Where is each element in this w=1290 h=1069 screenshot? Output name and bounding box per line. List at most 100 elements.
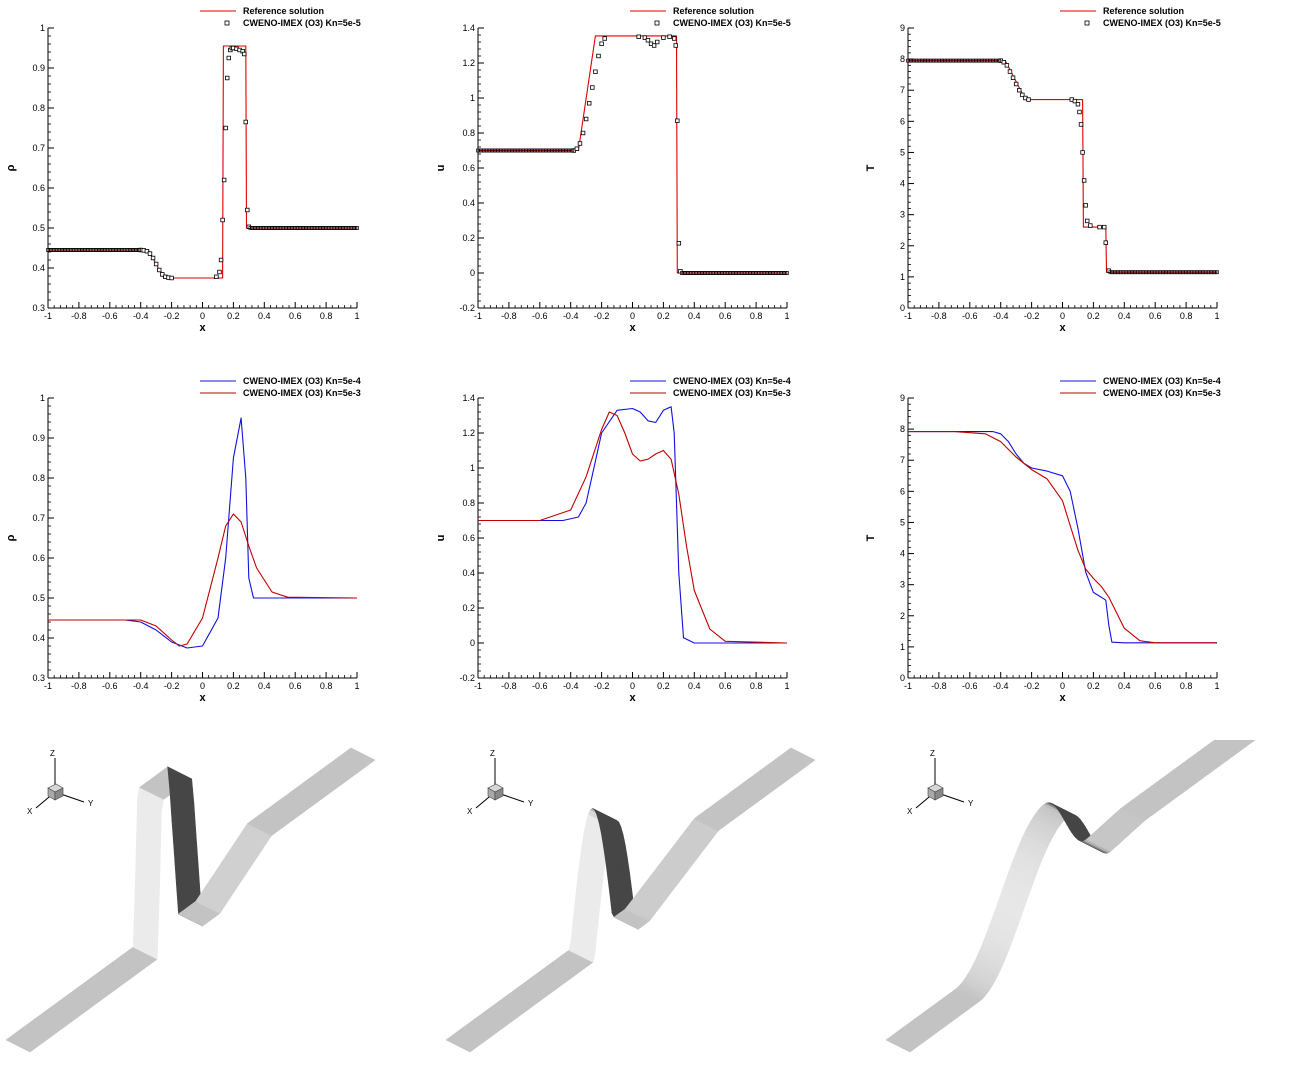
x-tick-label: 0.2 [657, 681, 670, 691]
x-tick-label: -0.2 [1024, 681, 1040, 691]
legend-label: CWENO-IMEX (O3) Kn=5e-3 [1103, 388, 1221, 398]
y-tick-label: 0 [900, 673, 905, 683]
data-marker [574, 146, 580, 151]
axis-cube-right [494, 787, 504, 801]
x-axis-label: x [1059, 692, 1066, 704]
y-tick-label: 1.2 [462, 428, 475, 438]
y-tick-label: 1.4 [462, 23, 475, 33]
data-marker [1080, 150, 1085, 155]
x-tick-label: -1 [474, 311, 482, 321]
y-tick-label: -0.2 [459, 673, 475, 683]
data-marker [593, 69, 598, 74]
data-marker [355, 226, 359, 230]
y-tick-label: 0.4 [462, 568, 475, 578]
y-tick-label: 6 [900, 486, 905, 496]
y-axis-label: ρ [5, 164, 17, 171]
x-tick-label: 0.6 [289, 681, 302, 691]
data-marker [1081, 178, 1087, 183]
data-marker [221, 177, 227, 183]
data-marker [1001, 60, 1006, 65]
data-marker [242, 51, 247, 57]
data-marker [642, 35, 648, 40]
data-marker [785, 271, 789, 275]
x-tick-label: 0.6 [1149, 311, 1162, 321]
x-tick-label: -0.4 [993, 681, 1009, 691]
x-tick-label: 0.2 [657, 311, 670, 321]
x-tick-label: 0.2 [1087, 311, 1100, 321]
y-tick-label: 3 [900, 580, 905, 590]
x-tick-label: 0.6 [1149, 681, 1162, 691]
y-tick-label: 0.6 [462, 163, 475, 173]
data-marker [570, 148, 575, 153]
x-tick-label: -0.6 [532, 681, 548, 691]
y-axis-label: ρ [5, 534, 17, 541]
data-marker [1102, 224, 1107, 230]
x-tick-label: -0.4 [563, 681, 579, 691]
x-tick-label: 0.8 [750, 311, 763, 321]
x-tick-label: -0.6 [532, 311, 548, 321]
data-marker [245, 207, 250, 213]
data-marker [1017, 88, 1022, 93]
z-axis-label: Z [930, 749, 935, 758]
legend-label: Reference solution [1103, 6, 1184, 16]
axis-cube-right [54, 787, 64, 801]
data-marker [1083, 203, 1088, 208]
surface-facet [132, 880, 160, 960]
x-tick-label: 0.6 [289, 311, 302, 321]
x-tick-label: 0.2 [1087, 681, 1100, 691]
x-tick-label: 0.4 [688, 681, 701, 691]
data-marker [1077, 109, 1082, 115]
x-tick-label: 0.4 [688, 311, 701, 321]
legend-label: CWENO-IMEX (O3) Kn=5e-4 [243, 376, 361, 386]
data-marker [1026, 97, 1031, 102]
y-tick-label: 0.8 [462, 498, 475, 508]
legend-label: CWENO-IMEX (O3) Kn=5e-3 [243, 388, 361, 398]
chart-svg: -1 -0.8 -0.6 -0.4 -0.2 0 0.2 0.4 0.6 0.8 1 0.3 0.4 0.… [5, 6, 361, 334]
series-line [908, 431, 1217, 644]
legend-marker [224, 20, 230, 26]
y-tick-label: 6 [900, 116, 905, 126]
chart-svg: -1 -0.8 -0.6 -0.4 -0.2 0 0.2 0.4 0.6 0.8 1 -0.2 0 0.2… [435, 376, 791, 704]
data-marker [667, 34, 672, 39]
x-tick-label: 1 [1214, 311, 1219, 321]
x-tick-label: 1 [784, 311, 789, 321]
data-marker [673, 43, 678, 48]
x-tick-label: 1 [1214, 681, 1219, 691]
x-tick-label: -0.8 [931, 681, 947, 691]
surface-plot-2: Z Y X [440, 740, 870, 1064]
data-marker [580, 130, 586, 136]
x-tick-label: 0.6 [719, 681, 732, 691]
data-marker [225, 75, 230, 81]
y-tick-label: 5 [900, 147, 905, 157]
series-line [478, 35, 787, 274]
data-marker [169, 275, 174, 281]
x-axis-label: X [467, 807, 473, 816]
data-marker [1020, 92, 1025, 98]
y-tick-label: 0.4 [462, 198, 475, 208]
y-tick-label: 3 [900, 210, 905, 220]
data-marker [150, 255, 156, 261]
x-tick-label: -0.2 [594, 311, 610, 321]
x-tick-label: 0.4 [258, 311, 271, 321]
x-tick-label: -0.8 [501, 681, 517, 691]
x-tick-label: -1 [904, 311, 912, 321]
y-tick-label: 0.6 [32, 183, 45, 193]
series-line [48, 513, 358, 647]
x-axis-label: X [907, 807, 913, 816]
legend-marker [1084, 20, 1090, 26]
y-axis-label: u [435, 535, 447, 542]
x-tick-label: -0.6 [962, 311, 978, 321]
data-marker [1215, 270, 1219, 275]
x-tick-label: 0.8 [320, 681, 333, 691]
surface-svg: Z Y X [445, 747, 816, 1053]
surface-facet [135, 798, 162, 894]
y-tick-label: 7 [900, 455, 905, 465]
legend-marker [654, 20, 660, 26]
x-tick-label: -0.2 [594, 681, 610, 691]
data-marker [1097, 224, 1102, 230]
data-marker [636, 34, 641, 39]
x-tick-label: 0.8 [1180, 311, 1193, 321]
chart-svg: -1 -0.8 -0.6 -0.4 -0.2 0 0.2 0.4 0.6 0.8 1 -0.2 0 0.2… [435, 6, 791, 334]
data-marker [243, 119, 248, 125]
data-marker [602, 36, 607, 41]
